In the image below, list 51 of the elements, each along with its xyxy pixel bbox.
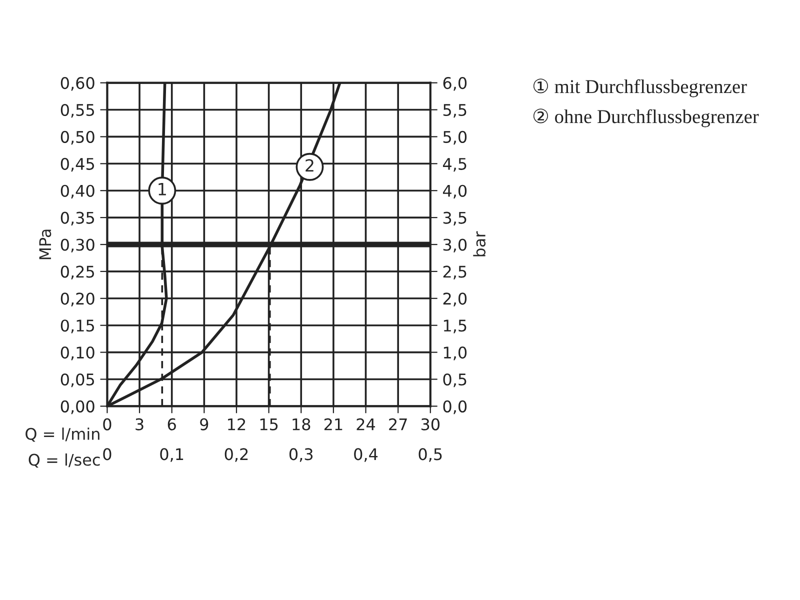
x-tick-label: 15 [260, 418, 278, 430]
y-tick-label: 0,55 [60, 104, 94, 118]
y2-tick-label: 6,0 [443, 77, 467, 91]
y2-axis-title: bar [473, 231, 486, 256]
annotation: 1 [158, 183, 166, 196]
y2-tick-label: 3,5 [443, 212, 466, 226]
y-tick-label: 0,35 [60, 212, 94, 226]
x-tick-label: 24 [356, 418, 376, 430]
y-tick-label: 0,45 [60, 158, 94, 172]
text: ① mit Durchflussbegrenzer [533, 78, 747, 98]
y-axis-title: MPa [39, 230, 52, 260]
y-tick-label: 0,10 [60, 346, 94, 360]
x-tick-label: 30 [421, 418, 440, 430]
y-tick-label: 0,50 [60, 130, 94, 145]
y2-tick-label: 3,0 [443, 238, 467, 252]
y2-tick-label: 0,5 [443, 373, 466, 388]
text: ② ohne Durchflussbegrenzer [533, 108, 759, 128]
y2-tick-label: 2,5 [443, 266, 466, 280]
y-tick-label: 0,05 [60, 373, 94, 388]
x2-axis-title: Q = l/sec [28, 453, 100, 468]
x2-tick-label: 0,1 [160, 448, 184, 462]
x-tick-label: 6 [168, 418, 176, 430]
x2-tick-label: 0,2 [224, 448, 248, 462]
y2-tick-label: 1,5 [444, 320, 466, 334]
y-tick-label: 0,25 [60, 266, 94, 280]
x2-tick-label: 0,3 [289, 448, 313, 462]
x-tick-label: 18 [292, 418, 310, 430]
x-tick-label: 0 [103, 418, 112, 430]
x-tick-label: 3 [136, 418, 144, 430]
annotation: 2 [306, 159, 314, 172]
y2-tick-label: 1,0 [444, 346, 467, 360]
y2-tick-label: 5,5 [443, 104, 466, 118]
x-axis-title: Q = l/min [26, 428, 100, 442]
y-tick-label: 0,40 [60, 184, 94, 199]
x2-tick-label: 0,5 [418, 448, 442, 462]
x2-tick-label: 0,4 [354, 448, 378, 462]
y2-tick-label: 2,0 [443, 292, 467, 306]
y2-tick-label: 5,0 [443, 130, 467, 145]
x-tick-label: 12 [228, 418, 246, 430]
x-tick-label: 21 [324, 418, 342, 430]
x-tick-label: 9 [200, 418, 208, 430]
x2-tick-label: 0 [103, 448, 112, 460]
y-tick-label: 0,20 [60, 292, 94, 306]
x-tick-label: 27 [389, 418, 407, 430]
y-tick-label: 0,15 [60, 320, 94, 334]
y-tick-label: 0,30 [60, 238, 94, 252]
y2-tick-label: 4,0 [442, 184, 467, 199]
y2-tick-label: 0,0 [443, 400, 467, 414]
y-tick-label: 0,00 [60, 400, 94, 414]
y2-tick-label: 4,5 [442, 158, 466, 172]
y-tick-label: 0,60 [60, 77, 94, 91]
